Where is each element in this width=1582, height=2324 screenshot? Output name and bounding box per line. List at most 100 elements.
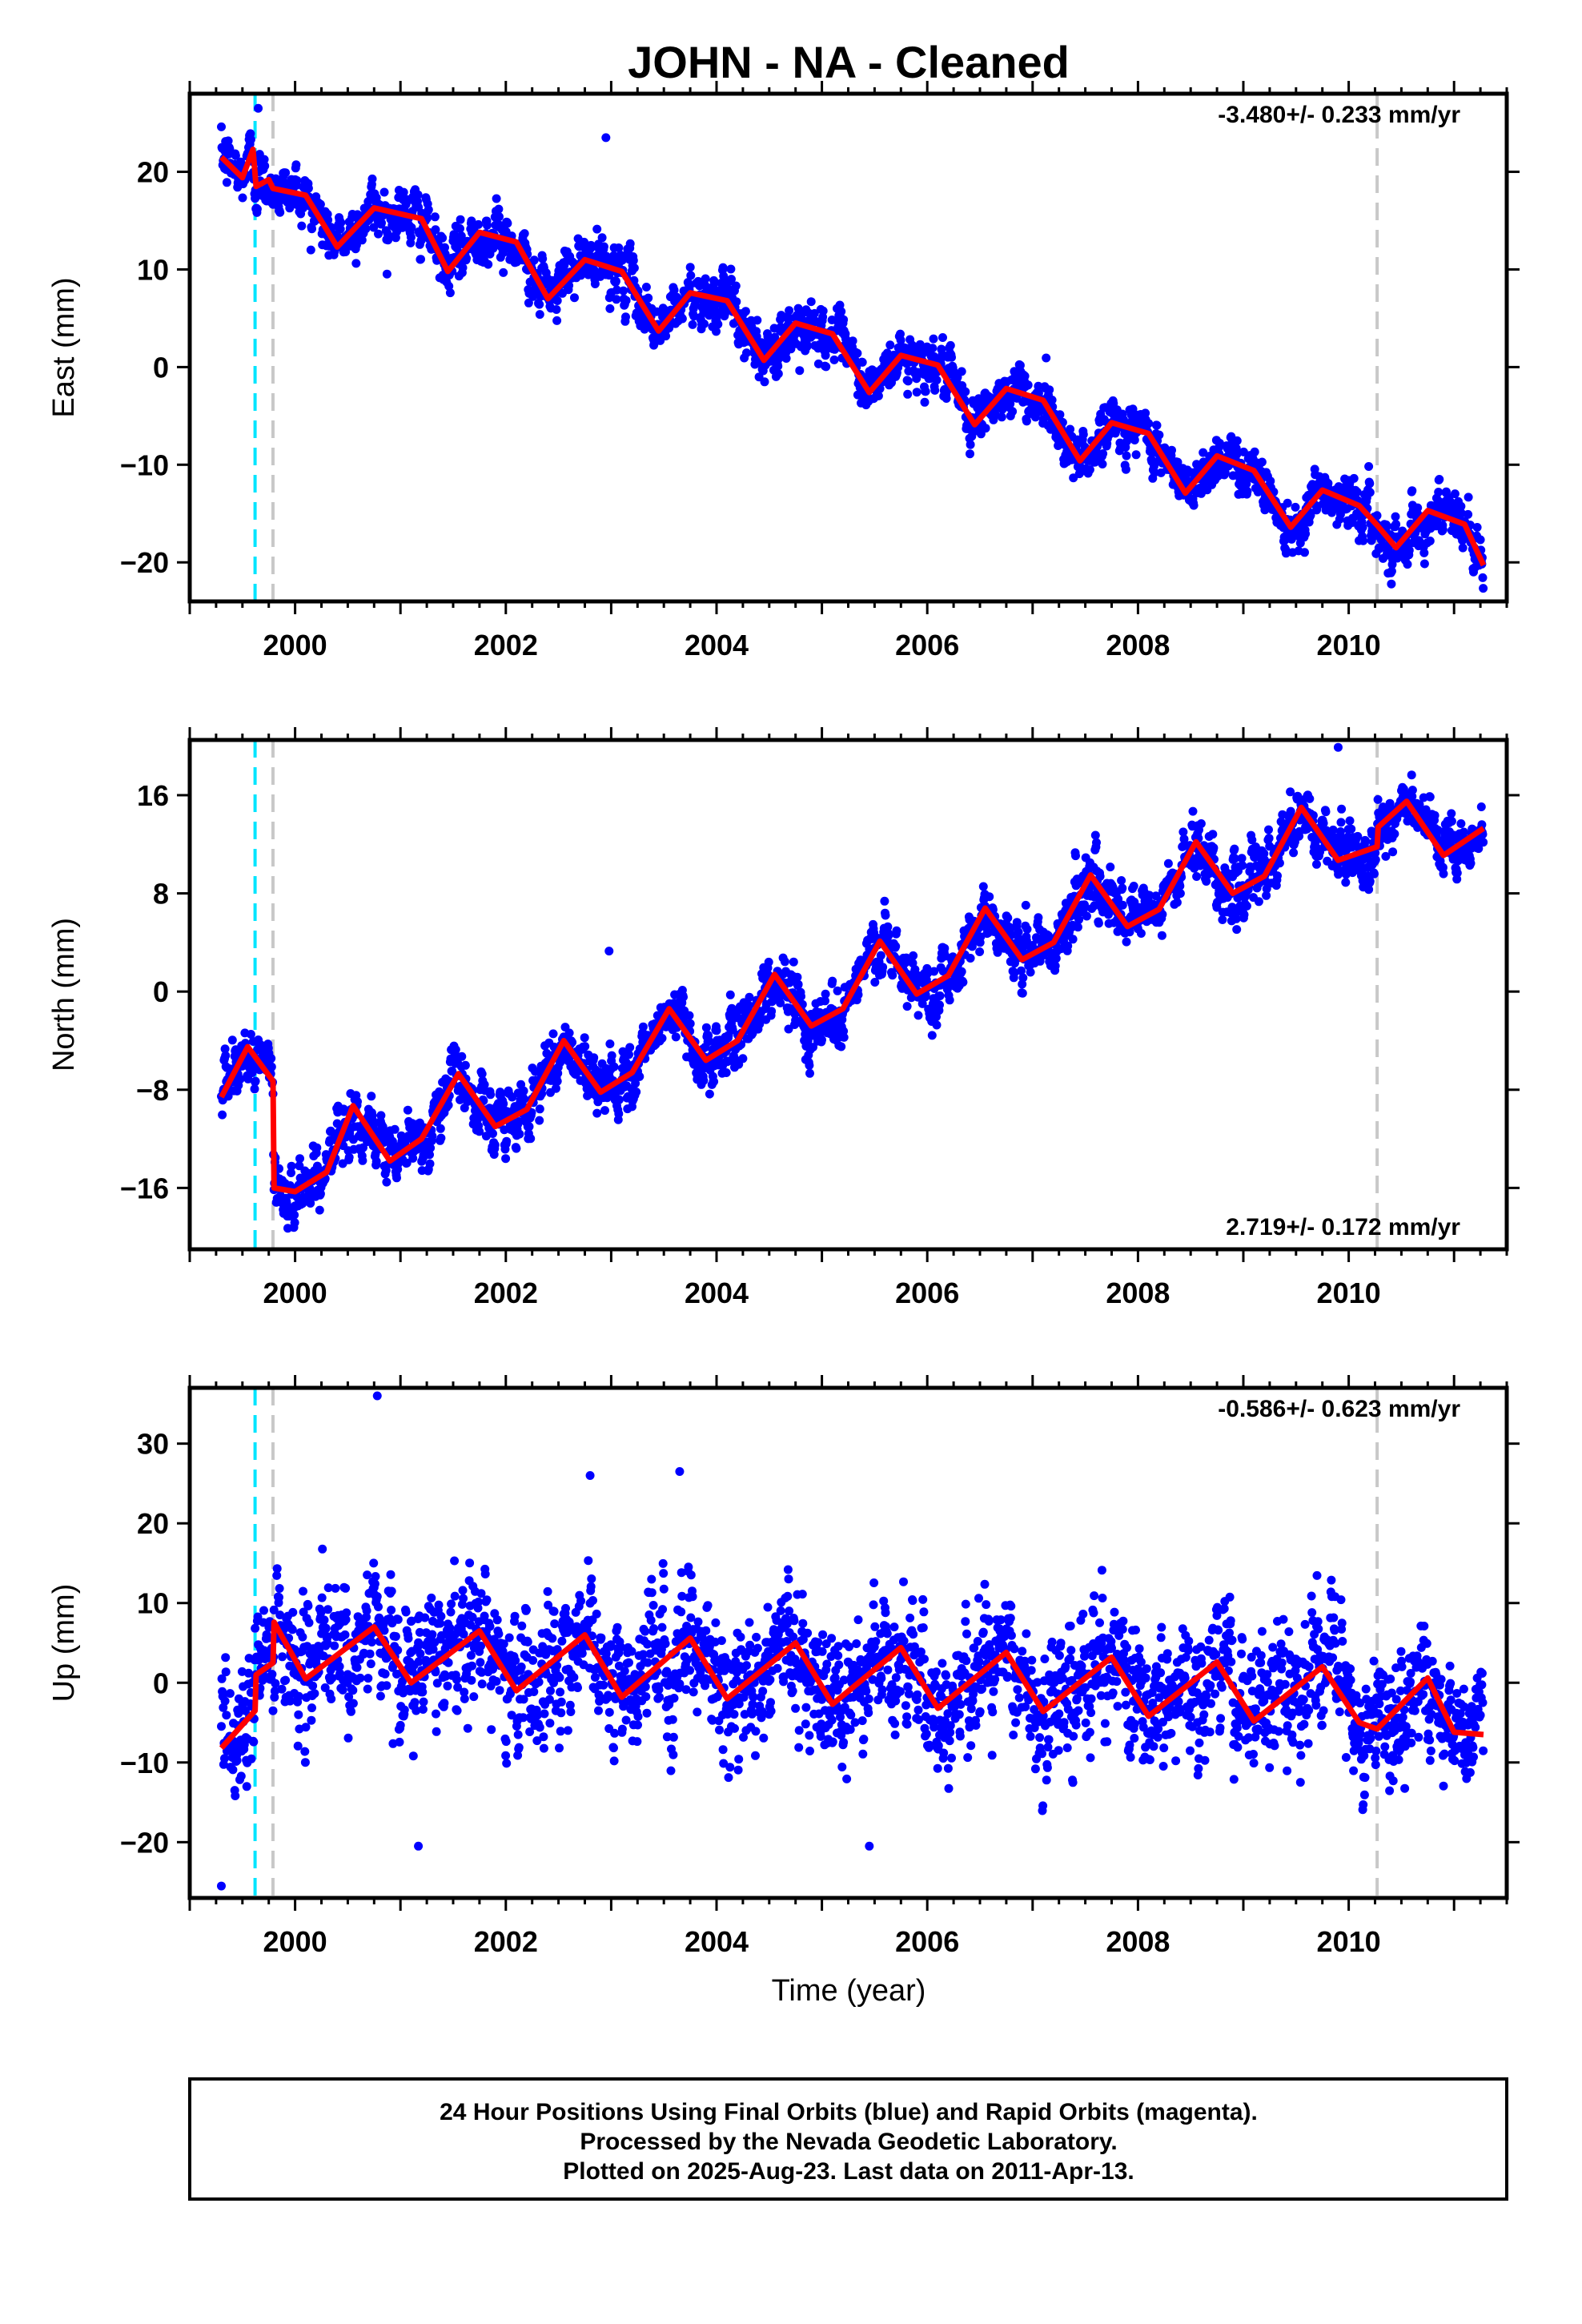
east-point	[818, 306, 828, 316]
east-point	[275, 207, 285, 217]
north-point	[913, 1011, 923, 1020]
east-point	[661, 332, 671, 341]
east-point	[520, 229, 529, 239]
north-point	[635, 1072, 644, 1081]
east-point	[731, 281, 741, 291]
east-point	[445, 288, 455, 298]
north-point	[1242, 901, 1251, 911]
east-point	[223, 136, 233, 146]
north-point	[1172, 898, 1182, 907]
east-point	[238, 193, 247, 203]
east-point	[966, 449, 974, 459]
east-point	[760, 377, 769, 387]
east-point	[1372, 511, 1382, 521]
north-point	[1239, 910, 1249, 919]
east-point	[1154, 430, 1164, 440]
east-point	[1387, 566, 1396, 576]
east-point	[621, 296, 631, 305]
east-point	[379, 187, 389, 197]
east-point	[231, 151, 240, 160]
east-point	[619, 286, 628, 296]
north-point	[392, 1173, 401, 1183]
north-point	[408, 1153, 418, 1163]
east-point	[773, 361, 783, 371]
north-point	[436, 1133, 446, 1143]
east-point	[903, 376, 913, 386]
east-point	[407, 223, 416, 232]
east-point	[685, 263, 695, 272]
north-point	[721, 1068, 731, 1077]
east-point	[1152, 420, 1162, 430]
north-point	[605, 1039, 615, 1048]
north-point	[600, 1106, 609, 1116]
north-point	[1003, 913, 1013, 923]
north-point	[436, 1124, 445, 1133]
east-point	[1191, 468, 1200, 477]
east-point	[217, 122, 226, 131]
east-point	[1189, 501, 1199, 510]
east-point	[1266, 476, 1275, 486]
north-point	[909, 951, 918, 960]
east-point	[369, 223, 379, 232]
north-point	[520, 1095, 529, 1104]
east-point	[424, 205, 433, 215]
east-point	[770, 332, 780, 342]
east-point	[1458, 543, 1468, 553]
east-point	[837, 307, 846, 316]
north-point	[592, 1108, 602, 1118]
north-point	[580, 1033, 589, 1043]
east-point	[382, 269, 391, 279]
east-point	[1008, 407, 1018, 416]
north-point	[535, 1104, 544, 1114]
north-point	[515, 1129, 524, 1139]
east-point	[932, 376, 942, 385]
east-point	[665, 324, 674, 333]
east-point	[406, 232, 416, 242]
north-point	[1136, 929, 1146, 938]
north-point	[685, 1019, 695, 1028]
east-point	[458, 263, 468, 272]
east-point	[351, 259, 361, 268]
east-y-tick-label: −10	[120, 448, 169, 481]
east-point	[552, 296, 562, 305]
east-point	[552, 305, 561, 314]
east-point	[538, 254, 548, 263]
east-point	[1476, 535, 1485, 545]
east-point	[584, 270, 593, 279]
east-point	[252, 204, 262, 214]
north-point	[1050, 961, 1060, 971]
north-point	[1117, 876, 1126, 885]
east-point	[806, 297, 816, 307]
east-panel: 2000 2002 2004 2006 2008 2010−20−1001020East …	[47, 81, 1520, 661]
north-point	[403, 1105, 412, 1115]
north-point	[940, 943, 950, 953]
north-point	[390, 1124, 400, 1134]
east-point	[896, 336, 905, 345]
north-point	[671, 1032, 681, 1042]
east-point	[438, 233, 448, 243]
east-point	[484, 259, 493, 269]
east-point	[1450, 489, 1460, 499]
north-point	[548, 1029, 558, 1039]
east-point	[709, 275, 719, 285]
east-point	[1199, 448, 1208, 457]
east-point	[1034, 381, 1043, 391]
north-point	[1218, 915, 1227, 924]
east-point	[1478, 573, 1488, 582]
east-point	[1479, 584, 1488, 593]
north-point	[1034, 913, 1043, 923]
east-point	[336, 218, 346, 227]
east-point	[821, 351, 830, 360]
east-point	[1387, 579, 1396, 589]
north-point	[789, 957, 798, 967]
north-point	[235, 1075, 245, 1084]
chart-title: JOHN - NA - Cleaned	[628, 37, 1070, 87]
east-point	[374, 229, 383, 239]
east-point	[625, 239, 635, 248]
north-point	[1238, 861, 1247, 870]
north-point	[957, 967, 966, 976]
east-point	[1359, 536, 1368, 545]
north-point	[725, 990, 735, 999]
east-point	[930, 385, 940, 395]
